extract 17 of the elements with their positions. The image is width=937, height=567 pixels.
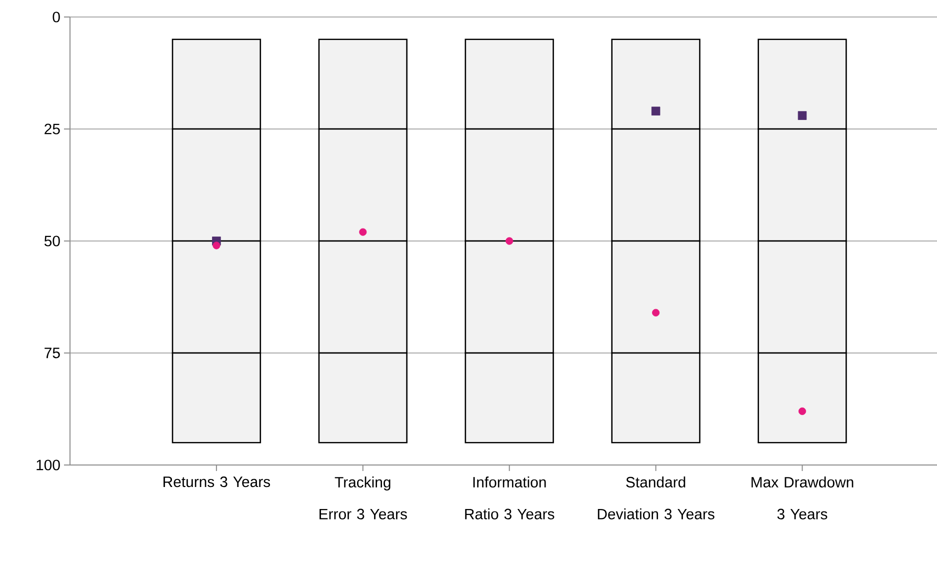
category-label: Max Drawdown 3 Years [752,476,854,520]
category-label: Tracking Error 3 Years [320,476,407,520]
point [798,111,807,120]
point [506,237,514,245]
point [798,407,806,416]
y-tick-label: 75 [44,348,60,358]
point [212,242,220,250]
point [651,106,660,116]
y-tick-label: 25 [44,124,60,134]
category-label: Standard Deviation 3 Years [598,476,714,520]
y-tick-label: 0 [52,12,60,22]
y-tick-label: 100 [36,460,60,470]
x-tick-label: Returns 3 Years [164,476,270,488]
point [359,228,367,236]
y-tick-label: 50 [44,236,60,246]
point [652,308,660,316]
category-label: Information Ratio 3 Years [465,476,554,520]
